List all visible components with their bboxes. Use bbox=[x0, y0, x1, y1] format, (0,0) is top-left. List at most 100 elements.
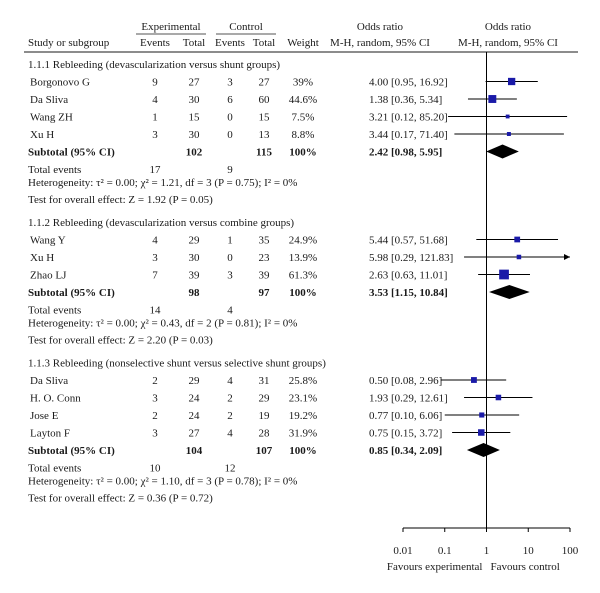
overall-effect-text: Test for overall effect: Z = 0.36 (P = 0… bbox=[28, 493, 213, 505]
study-weight: 44.6% bbox=[289, 94, 317, 106]
study-odds-ratio-ci: 3.21 [0.12, 85.20] bbox=[369, 112, 448, 124]
control-events: 0 bbox=[227, 252, 233, 264]
experimental-events: 2 bbox=[152, 410, 158, 422]
subtotal-odds-ratio-ci: 3.53 [1.15, 10.84] bbox=[369, 287, 448, 299]
experimental-events: 3 bbox=[152, 252, 158, 264]
header-events-col: Events bbox=[140, 37, 170, 49]
header-plot-label: Odds ratio bbox=[485, 21, 532, 33]
header-method-col: M-H, random, 95% CI bbox=[330, 37, 430, 49]
experimental-total: 30 bbox=[189, 94, 201, 106]
study-weight: 61.3% bbox=[289, 270, 317, 282]
control-events: 6 bbox=[227, 94, 233, 106]
subgroup-title: 1.1.3 Rebleeding (nonselective shunt ver… bbox=[28, 358, 326, 370]
study-name: Xu H bbox=[30, 252, 54, 264]
favours-experimental-label: Favours experimental bbox=[387, 561, 483, 573]
experimental-events: 3 bbox=[152, 393, 158, 405]
study-weight: 7.5% bbox=[292, 112, 315, 124]
study-name: H. O. Conn bbox=[30, 393, 81, 405]
subtotal-experimental-total: 102 bbox=[186, 147, 203, 159]
study-name: Da Sliva bbox=[30, 375, 68, 387]
study-effect-square bbox=[516, 254, 522, 260]
study-weight: 8.8% bbox=[292, 129, 315, 141]
study-odds-ratio-ci: 2.63 [0.63, 11.01] bbox=[369, 270, 447, 282]
experimental-events: 9 bbox=[152, 77, 158, 89]
total-events-experimental: 10 bbox=[150, 463, 162, 475]
study-odds-ratio-ci: 1.93 [0.29, 12.61] bbox=[369, 393, 448, 405]
control-events: 1 bbox=[227, 235, 233, 247]
experimental-events: 3 bbox=[152, 129, 158, 141]
experimental-total: 24 bbox=[189, 410, 201, 422]
subtotal-control-total: 115 bbox=[256, 147, 272, 159]
control-total: 39 bbox=[259, 270, 271, 282]
header-ctrl-total-col: Total bbox=[253, 37, 275, 49]
subtotal-weight: 100% bbox=[289, 147, 317, 159]
control-events: 4 bbox=[227, 375, 233, 387]
study-name: Wang Y bbox=[30, 235, 66, 247]
forest-plot-header: Experimental Control Odds ratio Odds rat… bbox=[24, 21, 578, 53]
control-total: 28 bbox=[259, 428, 271, 440]
experimental-events: 1 bbox=[152, 112, 158, 124]
control-total: 13 bbox=[259, 129, 271, 141]
experimental-events: 4 bbox=[152, 235, 158, 247]
header-effect-label: Odds ratio bbox=[357, 21, 404, 33]
subtotal-diamond bbox=[489, 285, 530, 299]
study-effect-square bbox=[505, 114, 510, 119]
study-name: Xu H bbox=[30, 129, 54, 141]
control-total: 23 bbox=[259, 252, 271, 264]
subgroup-title: 1.1.2 Rebleeding (devascularization vers… bbox=[28, 217, 294, 229]
favours-control-label: Favours control bbox=[491, 561, 560, 573]
total-events-label: Total events bbox=[28, 305, 81, 317]
subtotal-control-total: 107 bbox=[256, 445, 273, 457]
study-effect-square bbox=[506, 132, 511, 136]
header-control: Control bbox=[229, 21, 263, 33]
total-events-control: 9 bbox=[227, 164, 233, 176]
heterogeneity-text: Heterogeneity: τ² = 0.00; χ² = 1.10, df … bbox=[28, 476, 297, 488]
control-total: 29 bbox=[259, 393, 271, 405]
header-experimental: Experimental bbox=[141, 21, 200, 33]
study-effect-square bbox=[507, 77, 516, 86]
study-weight: 13.9% bbox=[289, 252, 317, 264]
study-weight: 19.2% bbox=[289, 410, 317, 422]
control-total: 27 bbox=[259, 77, 271, 89]
study-name: Wang ZH bbox=[30, 112, 73, 124]
study-name: Layton F bbox=[30, 428, 70, 440]
experimental-events: 3 bbox=[152, 428, 158, 440]
header-weight-col: Weight bbox=[287, 37, 319, 49]
study-name: Zhao LJ bbox=[30, 270, 67, 282]
study-name: Jose E bbox=[30, 410, 59, 422]
study-weight: 25.8% bbox=[289, 375, 317, 387]
subtotal-diamond bbox=[486, 144, 519, 159]
experimental-total: 24 bbox=[189, 393, 201, 405]
study-effect-square bbox=[471, 377, 477, 383]
overall-effect-text: Test for overall effect: Z = 2.20 (P = 0… bbox=[28, 335, 213, 347]
total-events-label: Total events bbox=[28, 164, 81, 176]
study-weight: 24.9% bbox=[289, 235, 317, 247]
experimental-events: 7 bbox=[152, 270, 158, 282]
experimental-total: 27 bbox=[189, 77, 201, 89]
control-events: 0 bbox=[227, 129, 233, 141]
subtotal-weight: 100% bbox=[289, 287, 317, 299]
study-odds-ratio-ci: 3.44 [0.17, 71.40] bbox=[369, 129, 448, 141]
x-tick-label: 10 bbox=[523, 545, 535, 557]
subgroup-title: 1.1.1 Rebleeding (devascularization vers… bbox=[28, 59, 280, 71]
control-total: 60 bbox=[259, 94, 271, 106]
control-events: 2 bbox=[227, 393, 233, 405]
control-events: 3 bbox=[227, 77, 233, 89]
total-events-control: 4 bbox=[227, 305, 233, 317]
total-events-experimental: 17 bbox=[150, 164, 162, 176]
header-ctrl-events-col: Events bbox=[215, 37, 245, 49]
total-events-control: 12 bbox=[225, 463, 236, 475]
subtotal-experimental-total: 98 bbox=[189, 287, 201, 299]
study-effect-square bbox=[514, 236, 521, 243]
experimental-total: 15 bbox=[189, 112, 201, 124]
header-plot-method-col: M-H, random, 95% CI bbox=[458, 37, 558, 49]
experimental-total: 27 bbox=[189, 428, 201, 440]
study-name: Da Sliva bbox=[30, 94, 68, 106]
x-tick-label: 0.01 bbox=[393, 545, 412, 557]
subtotal-odds-ratio-ci: 0.85 [0.34, 2.09] bbox=[369, 445, 442, 457]
study-odds-ratio-ci: 0.50 [0.08, 2.96] bbox=[369, 375, 442, 387]
control-events: 3 bbox=[227, 270, 233, 282]
control-total: 19 bbox=[259, 410, 271, 422]
study-odds-ratio-ci: 4.00 [0.95, 16.92] bbox=[369, 77, 448, 89]
